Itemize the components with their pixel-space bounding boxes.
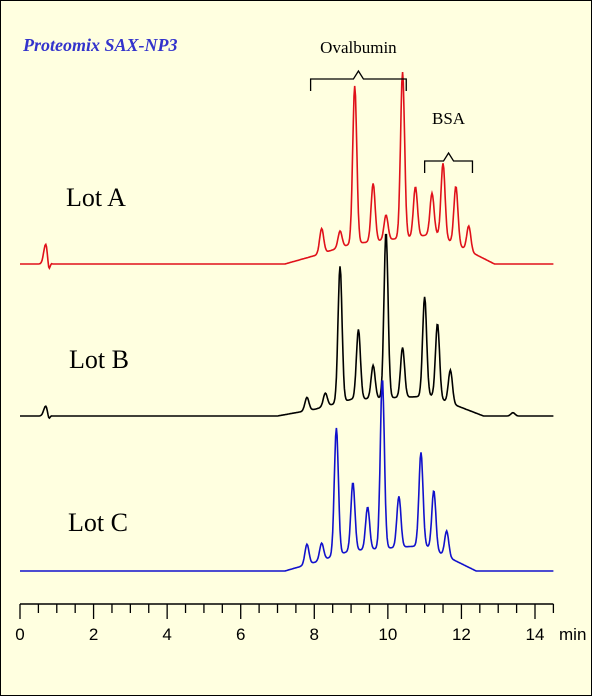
x-unit-label: min <box>559 625 586 644</box>
bracket-2 <box>423 151 474 173</box>
x-tick-label: 14 <box>526 625 545 644</box>
x-axis: 0 2 4 6 8 10 12 14 min <box>15 603 586 644</box>
x-tick-label: 4 <box>162 625 171 644</box>
series-label-3: Lot C <box>68 508 128 537</box>
x-tick-label: 0 <box>15 625 24 644</box>
x-tick-label: 12 <box>452 625 471 644</box>
series-label-2: Lot B <box>69 345 129 374</box>
trace-line-3 <box>20 380 554 572</box>
x-tick-label: 8 <box>310 625 319 644</box>
series-label-1: Lot A <box>66 183 126 212</box>
labels-layer: Proteomix SAX-NP3 Lot A Lot B Lot C Ovalbumi… <box>22 35 474 537</box>
x-tick-label: 6 <box>236 625 245 644</box>
trace-line-2 <box>20 233 554 420</box>
bracket-1 <box>309 69 407 91</box>
trace-line-1 <box>20 71 554 270</box>
traces-layer <box>20 71 554 572</box>
x-tick-label: 2 <box>89 625 98 644</box>
annotation-1: Ovalbumin <box>320 38 397 57</box>
chart-title: Proteomix SAX-NP3 <box>22 35 178 55</box>
annotation-2: BSA <box>432 109 466 128</box>
x-tick-label: 10 <box>378 625 397 644</box>
